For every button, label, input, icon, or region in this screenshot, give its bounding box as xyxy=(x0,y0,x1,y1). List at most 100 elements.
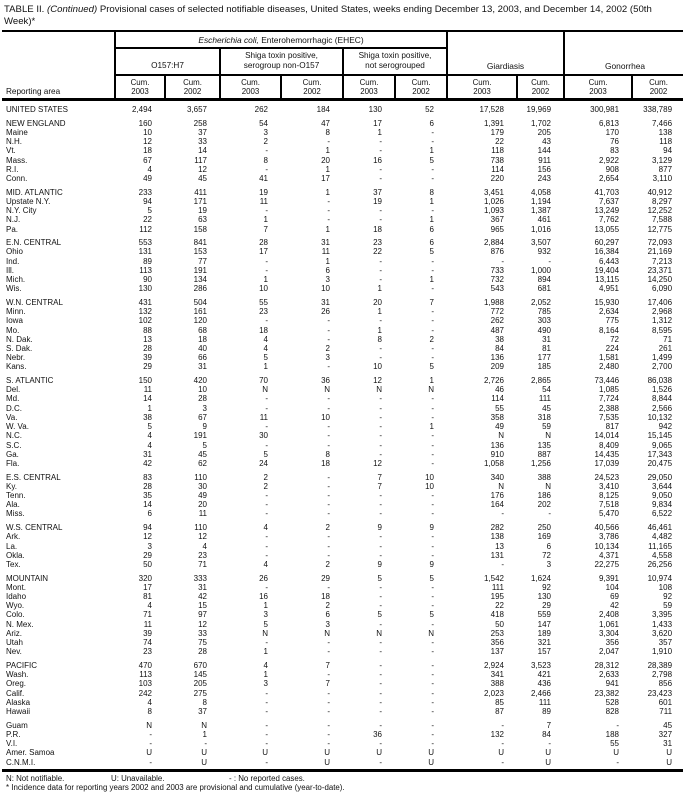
table-row: E.S. CENTRAL 83 110 2 - 7 10 340 388 24,523 29,050 xyxy=(2,468,683,482)
table-title: TABLE II. (Continued) Provisional cases … xyxy=(2,4,681,30)
value-cell: 10 xyxy=(373,362,382,372)
value-cell: 20 xyxy=(198,500,207,510)
value-cell: 150 xyxy=(138,376,152,386)
value-cell: 3,304 xyxy=(598,628,620,638)
value-cell: 3,410 xyxy=(598,481,620,491)
value-cell: - xyxy=(327,137,330,147)
value-cell: 3,507 xyxy=(530,238,552,248)
value-cell: 55 xyxy=(610,739,620,749)
value-cell: 160 xyxy=(138,118,152,128)
value-cell: 6 xyxy=(429,224,434,234)
value-cell: 785 xyxy=(537,307,552,317)
value-cell: 253 xyxy=(490,628,504,638)
value-cell: - xyxy=(431,440,434,450)
value-cell: 191 xyxy=(193,265,207,275)
reporting-area-cell: W. Va. xyxy=(6,422,29,432)
value-cell: 5 xyxy=(377,610,382,620)
cum-2003-header: Cum. 2003 xyxy=(446,73,518,101)
value-cell: 118 xyxy=(491,146,504,156)
value-cell: 504 xyxy=(193,297,207,307)
value-cell: N xyxy=(498,431,504,441)
value-cell: - xyxy=(327,500,330,510)
value-cell: 102 xyxy=(138,316,152,326)
value-cell: 15,930 xyxy=(594,297,620,307)
value-cell: 7,213 xyxy=(652,256,673,266)
value-cell: 6 xyxy=(429,118,434,128)
value-cell: 7,724 xyxy=(598,394,620,404)
value-cell: 1,058 xyxy=(483,458,504,468)
value-cell: 1,387 xyxy=(530,206,552,216)
value-cell: - xyxy=(265,403,268,413)
value-cell: 9 xyxy=(429,559,434,569)
value-cell: 242 xyxy=(138,688,152,698)
value-cell: 1 xyxy=(147,403,152,413)
value-cell: 9 xyxy=(202,422,207,432)
value-cell: 40,912 xyxy=(647,187,673,197)
value-cell: 55 xyxy=(495,403,504,413)
value-cell: 28,312 xyxy=(594,660,620,670)
value-cell: 1 xyxy=(263,670,268,680)
value-cell: - xyxy=(327,532,330,542)
value-cell: 828 xyxy=(605,706,620,716)
value-cell: 31 xyxy=(663,739,673,749)
value-cell: 4,951 xyxy=(598,284,620,294)
value-cell: 17 xyxy=(321,174,330,184)
ehec-italic: Escherichia coli, xyxy=(198,35,259,45)
value-cell: 3,110 xyxy=(652,174,673,184)
value-cell: - xyxy=(265,638,268,648)
value-cell: - xyxy=(265,491,268,501)
value-cell: - xyxy=(379,638,382,648)
value-cell: 7 xyxy=(429,297,434,307)
value-cell: 77 xyxy=(198,256,207,266)
value-cell: - xyxy=(548,739,552,749)
value-cell: 11 xyxy=(259,412,268,422)
value-cell: 13,115 xyxy=(595,275,620,285)
value-cell: 94 xyxy=(143,523,152,533)
value-cell: 42 xyxy=(610,601,620,611)
value-cell: - xyxy=(265,146,268,156)
value-cell: 73,446 xyxy=(594,376,620,386)
value-cell: 23 xyxy=(143,647,152,657)
cum-2002-header: Cum. 2002 xyxy=(515,73,566,101)
value-cell: 4 xyxy=(263,343,268,353)
value-cell: 50 xyxy=(495,619,504,629)
value-cell: 191 xyxy=(193,431,207,441)
value-cell: 2,408 xyxy=(598,610,620,620)
value-cell: 8 xyxy=(429,187,434,197)
value-cell: 670 xyxy=(193,660,207,670)
value-cell: 431 xyxy=(138,297,152,307)
value-cell: 6,443 xyxy=(598,256,620,266)
value-cell: 6,813 xyxy=(598,118,620,128)
value-cell: 45 xyxy=(663,720,673,730)
value-cell: 356 xyxy=(490,638,504,648)
value-cell: 340 xyxy=(490,472,504,482)
value-cell: - xyxy=(379,256,382,266)
table-row: W.S. CENTRAL 94 110 4 2 9 9 282 250 40,566 46,461 xyxy=(2,519,683,533)
value-cell: 189 xyxy=(537,628,552,638)
reporting-area-cell: Ala. xyxy=(6,500,20,510)
value-cell: 1 xyxy=(263,215,268,225)
value-cell: - xyxy=(327,422,330,432)
value-cell: 110 xyxy=(194,523,207,533)
value-cell: - xyxy=(327,697,330,707)
reporting-area-cell: P.R. xyxy=(6,729,21,739)
value-cell: U xyxy=(498,748,504,758)
value-cell: 171 xyxy=(193,196,207,206)
value-cell: 39 xyxy=(143,353,152,363)
ehec-rest: Enterohemorrhagic (EHEC) xyxy=(258,35,364,45)
value-cell: N xyxy=(201,720,207,730)
value-cell: 37 xyxy=(198,706,207,716)
value-cell: - xyxy=(327,638,330,648)
value-cell: - xyxy=(431,128,434,137)
value-cell: 318 xyxy=(537,412,552,422)
table-row: MOUNTAIN 320 333 26 29 5 5 1,542 1,624 9,391 10,97… xyxy=(2,569,683,583)
value-cell: 338,789 xyxy=(643,105,673,115)
value-cell: - xyxy=(379,422,382,432)
value-cell: 72 xyxy=(542,550,552,560)
cum-label: Cum. xyxy=(183,77,202,87)
value-cell: 3,657 xyxy=(186,105,207,115)
value-cell: - xyxy=(379,582,382,592)
value-cell: 153 xyxy=(193,247,207,257)
value-cell: 841 xyxy=(193,238,207,248)
value-cell: 965 xyxy=(490,224,504,234)
